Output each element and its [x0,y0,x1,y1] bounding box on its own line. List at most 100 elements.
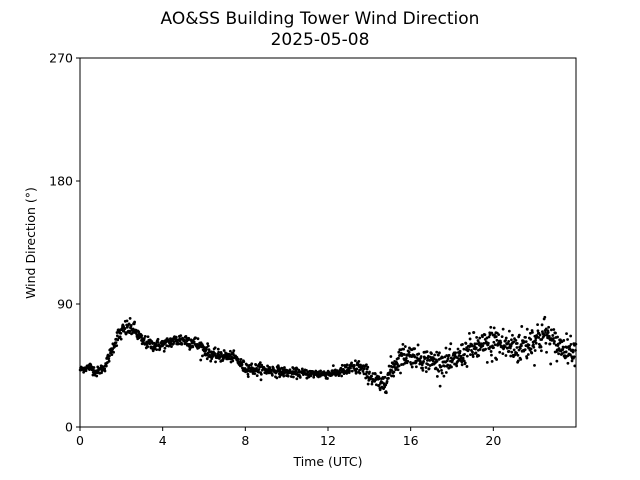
data-point [554,331,557,335]
data-point [226,357,230,361]
data-point [266,364,269,368]
data-point [551,334,555,337]
data-point [275,376,279,380]
data-point [140,334,144,337]
data-point [497,333,501,337]
x-tick-label: 20 [485,433,501,448]
data-point [481,335,484,339]
data-point [511,333,514,337]
data-point [570,359,574,363]
data-point [199,358,203,362]
data-point [319,369,322,373]
data-point [490,359,494,363]
data-point [324,374,328,378]
data-point [257,368,261,371]
x-axis-ticks: 0 4 8 12 16 20 [76,427,501,448]
data-point [129,323,133,327]
data-point [115,344,119,348]
data-point [477,341,481,345]
data-point [501,352,505,355]
data-point [123,327,127,331]
data-point [476,339,480,342]
data-point [471,355,475,359]
data-point [92,366,96,369]
data-point [392,374,396,378]
data-point [536,323,539,327]
data-point [433,353,437,357]
data-point [435,350,439,354]
data-point [490,353,493,357]
data-point [231,359,235,363]
data-point [532,343,535,347]
data-point [265,371,268,375]
data-point [520,344,523,348]
data-point [204,348,208,352]
data-point [103,369,107,373]
data-point [562,339,566,342]
data-point [440,368,443,372]
data-point [379,371,383,375]
data-point [534,341,538,345]
data-point [100,371,103,375]
data-point [547,334,551,338]
data-point [456,347,460,351]
data-point [519,357,523,361]
data-point [222,349,226,352]
data-point [424,366,428,369]
data-point [553,339,556,343]
data-point [544,327,548,331]
data-point [446,357,450,361]
data-point [396,368,400,372]
data-point [162,349,166,353]
data-point [568,344,572,348]
data-point [259,378,263,382]
data-point [349,366,352,370]
data-point [545,333,549,336]
data-point [413,347,417,350]
data-point [420,363,424,367]
data-point [530,351,534,355]
data-point [401,343,405,346]
data-point [350,361,353,365]
data-point [509,344,513,348]
data-point [504,354,508,357]
data-point [216,347,220,351]
data-point [462,347,466,351]
data-point [430,352,433,355]
data-point [114,341,118,345]
data-point [478,336,482,340]
data-point [286,374,290,378]
data-point [350,369,354,373]
data-point [529,347,533,351]
data-point [258,361,262,364]
data-point [359,363,362,367]
data-point [472,331,476,334]
data-point [449,342,453,346]
data-point [527,343,531,347]
data-point [277,365,280,369]
data-point [399,371,402,375]
data-point [510,338,513,342]
chart-subtitle: 2025-05-08 [271,30,370,50]
data-point [196,337,200,341]
data-point [569,343,573,346]
data-point [187,336,191,340]
data-point [246,375,250,379]
data-point [423,356,427,360]
data-point [494,335,498,338]
data-point [461,342,464,346]
data-point [340,363,344,367]
data-point [356,362,360,366]
data-point [387,364,391,368]
data-point [142,337,146,341]
data-point [397,364,401,368]
data-point [414,365,418,369]
data-point [179,334,183,338]
data-point [549,328,553,332]
data-point [146,335,150,339]
data-point [450,365,453,369]
data-point [435,374,439,378]
data-point [419,355,423,358]
data-point [520,325,524,328]
data-point [131,331,134,335]
